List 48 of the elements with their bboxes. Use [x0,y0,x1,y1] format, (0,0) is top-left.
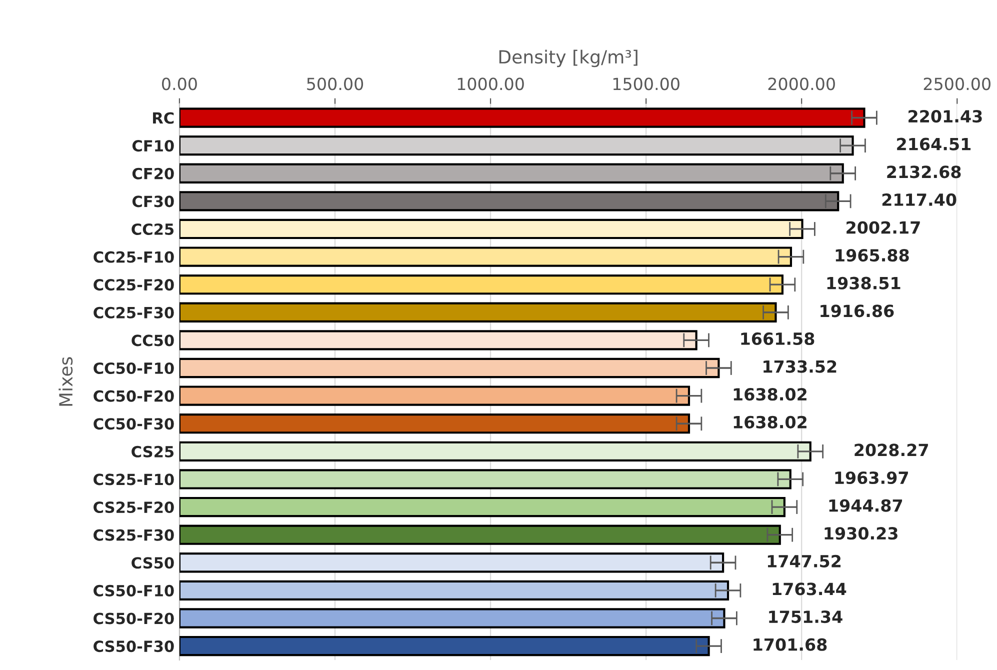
data-label: 2164.51 [897,138,971,150]
data-label: 2117.40 [882,193,956,206]
x-tick-label: 2000.00 [768,78,835,90]
y-tick-label: CS25-F10 [94,474,174,486]
x-tick-label: 1500.00 [613,78,680,90]
y-tick-label: CC25 [132,223,174,235]
data-label: 1938.51 [827,276,900,290]
data-label: 1916.86 [820,304,894,318]
data-label: 1751.34 [769,610,842,624]
data-label: 1965.88 [836,249,909,262]
data-label: 1763.44 [772,582,846,596]
y-tick-label: CS50 [132,557,174,569]
y-tick-label: CS50-F10 [94,584,174,596]
data-label: 2201.43 [908,110,982,123]
y-tick-label: CF10 [132,140,174,152]
data-label: 1638.02 [734,388,806,401]
y-tick-label: CS25-F20 [94,501,174,514]
data-label: 2132.68 [887,166,961,178]
y-tick-label: CC25-F30 [94,306,174,318]
data-label: 2028.27 [854,444,928,456]
x-tick-label: 0.00 [162,78,197,90]
data-label: 1944.87 [829,499,902,512]
y-tick-label: CS25 [132,446,174,458]
y-tick-label: CF20 [132,168,174,180]
x-tick-label: 500.00 [307,78,364,90]
y-tick-label: CS50-F20 [94,612,174,624]
data-label: 1733.52 [764,360,836,373]
x-tick-label: 1000.00 [458,78,524,90]
data-label: 1701.68 [754,638,827,651]
x-tick-label: 2500.00 [924,78,990,90]
data-label: 1747.52 [768,554,841,568]
y-tick-label: RC [153,112,174,124]
y-axis-title: Mixes [58,357,73,406]
y-tick-label: CC50-F20 [94,390,174,402]
data-label: 2002.17 [846,221,920,234]
data-label: 1930.23 [824,527,898,540]
data-label: 1661.58 [741,332,814,346]
data-label: 1963.97 [835,471,908,484]
y-tick-label: CC25-F20 [94,279,174,291]
y-tick-label: CS50-F30 [94,640,174,652]
y-tick-label: CC50-F30 [94,418,174,430]
y-tick-label: CS25-F30 [94,529,174,541]
y-tick-label: CC50 [132,334,174,346]
y-tick-label: CF30 [132,196,174,208]
y-tick-label: CC50-F10 [94,362,174,374]
x-axis-title: Density [kg/m³] [499,50,638,68]
y-tick-label: CC25-F10 [94,251,174,263]
data-label: 1638.02 [734,416,806,428]
